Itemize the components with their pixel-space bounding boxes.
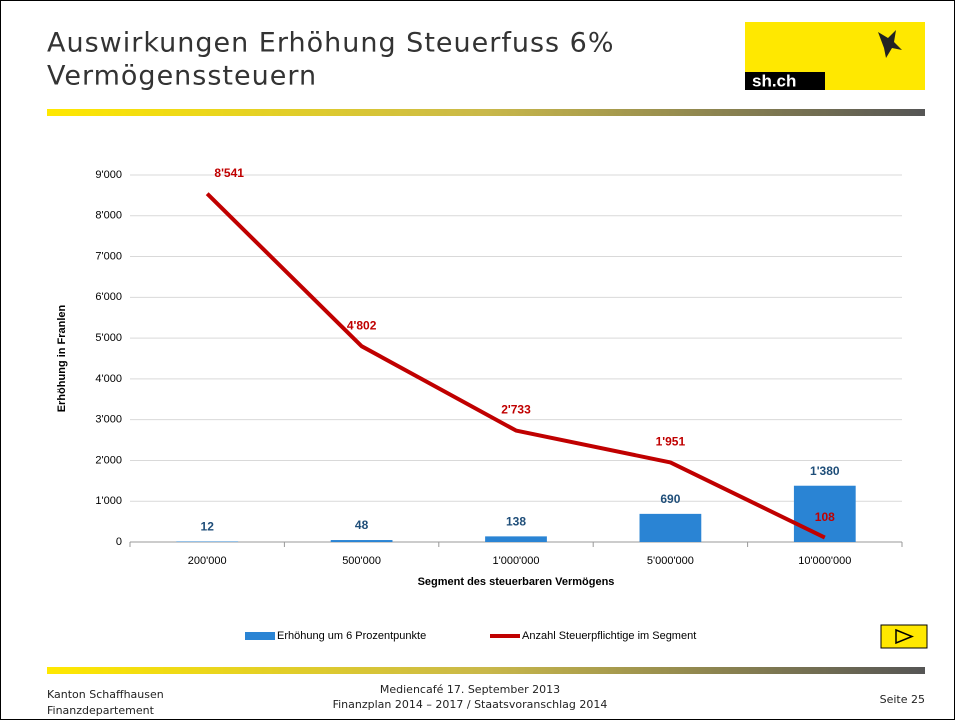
line-value-label: 108 bbox=[815, 510, 835, 524]
bar-value-label: 690 bbox=[660, 492, 680, 506]
footer-left: Finanzdepartement bbox=[47, 704, 155, 717]
logo-box bbox=[745, 72, 825, 90]
footer-right: Seite 25 bbox=[880, 693, 925, 706]
logo-text: sh.ch bbox=[752, 71, 796, 90]
bar-value-label: 138 bbox=[506, 515, 526, 529]
y-tick-label: 1'000 bbox=[95, 495, 122, 507]
line-value-label: 1'951 bbox=[656, 435, 686, 449]
legend-swatch bbox=[245, 632, 275, 640]
y-axis-label: Erhöhung in Franlen bbox=[56, 304, 68, 412]
y-tick-label: 0 bbox=[116, 536, 122, 548]
x-tick-label: 200'000 bbox=[188, 555, 227, 567]
line-value-label: 8'541 bbox=[214, 166, 244, 180]
legend-label: Erhöhung um 6 Prozentpunkte bbox=[277, 630, 426, 642]
x-tick-label: 5'000'000 bbox=[647, 555, 694, 567]
y-tick-label: 6'000 bbox=[95, 291, 122, 303]
bar bbox=[793, 485, 856, 542]
line bbox=[205, 192, 826, 540]
bar bbox=[330, 540, 393, 542]
legend-label: Anzahl Steuerpflichtige im Segment bbox=[522, 630, 696, 642]
x-axis-label: Segment des steuerbaren Vermögens bbox=[418, 576, 615, 588]
title-line: Vermögenssteuern bbox=[47, 61, 317, 92]
y-tick-label: 7'000 bbox=[95, 250, 122, 262]
footer-rule bbox=[47, 667, 925, 674]
x-tick-label: 10'000'000 bbox=[798, 555, 851, 567]
line-value-label: 2'733 bbox=[501, 403, 531, 417]
y-tick-label: 9'000 bbox=[95, 169, 122, 181]
y-tick-label: 4'000 bbox=[95, 373, 122, 385]
header-rule bbox=[47, 109, 925, 116]
play-button[interactable] bbox=[880, 624, 928, 649]
footer-left: Kanton Schaffhausen bbox=[47, 688, 164, 701]
logo-icon bbox=[878, 30, 902, 58]
x-tick-label: 500'000 bbox=[342, 555, 381, 567]
y-tick-label: 3'000 bbox=[95, 414, 122, 426]
title-line: Auswirkungen Erhöhung Steuerfuss 6% bbox=[47, 28, 615, 59]
y-tick-label: 2'000 bbox=[95, 454, 122, 466]
bar bbox=[639, 513, 702, 542]
bar-value-label: 1'380 bbox=[810, 464, 840, 478]
play-box[interactable] bbox=[880, 624, 928, 649]
bar-value-label: 12 bbox=[201, 520, 215, 534]
bar-value-label: 48 bbox=[355, 518, 369, 532]
y-tick-label: 8'000 bbox=[95, 210, 122, 222]
y-tick-label: 5'000 bbox=[95, 332, 122, 344]
bar bbox=[485, 536, 547, 542]
footer-center: Finanzplan 2014 – 2017 / Staatsvoranschl… bbox=[333, 698, 608, 711]
line-value-label: 4'802 bbox=[347, 318, 377, 332]
x-tick-label: 1'000'000 bbox=[492, 555, 539, 567]
chart: 0 1'000 2'000 3'000 4'000 5'000 6'000 7'000 8'00… bbox=[56, 166, 903, 642]
play-icon[interactable] bbox=[895, 628, 914, 645]
footer-center: Mediencafé 17. September 2013 bbox=[380, 683, 560, 696]
